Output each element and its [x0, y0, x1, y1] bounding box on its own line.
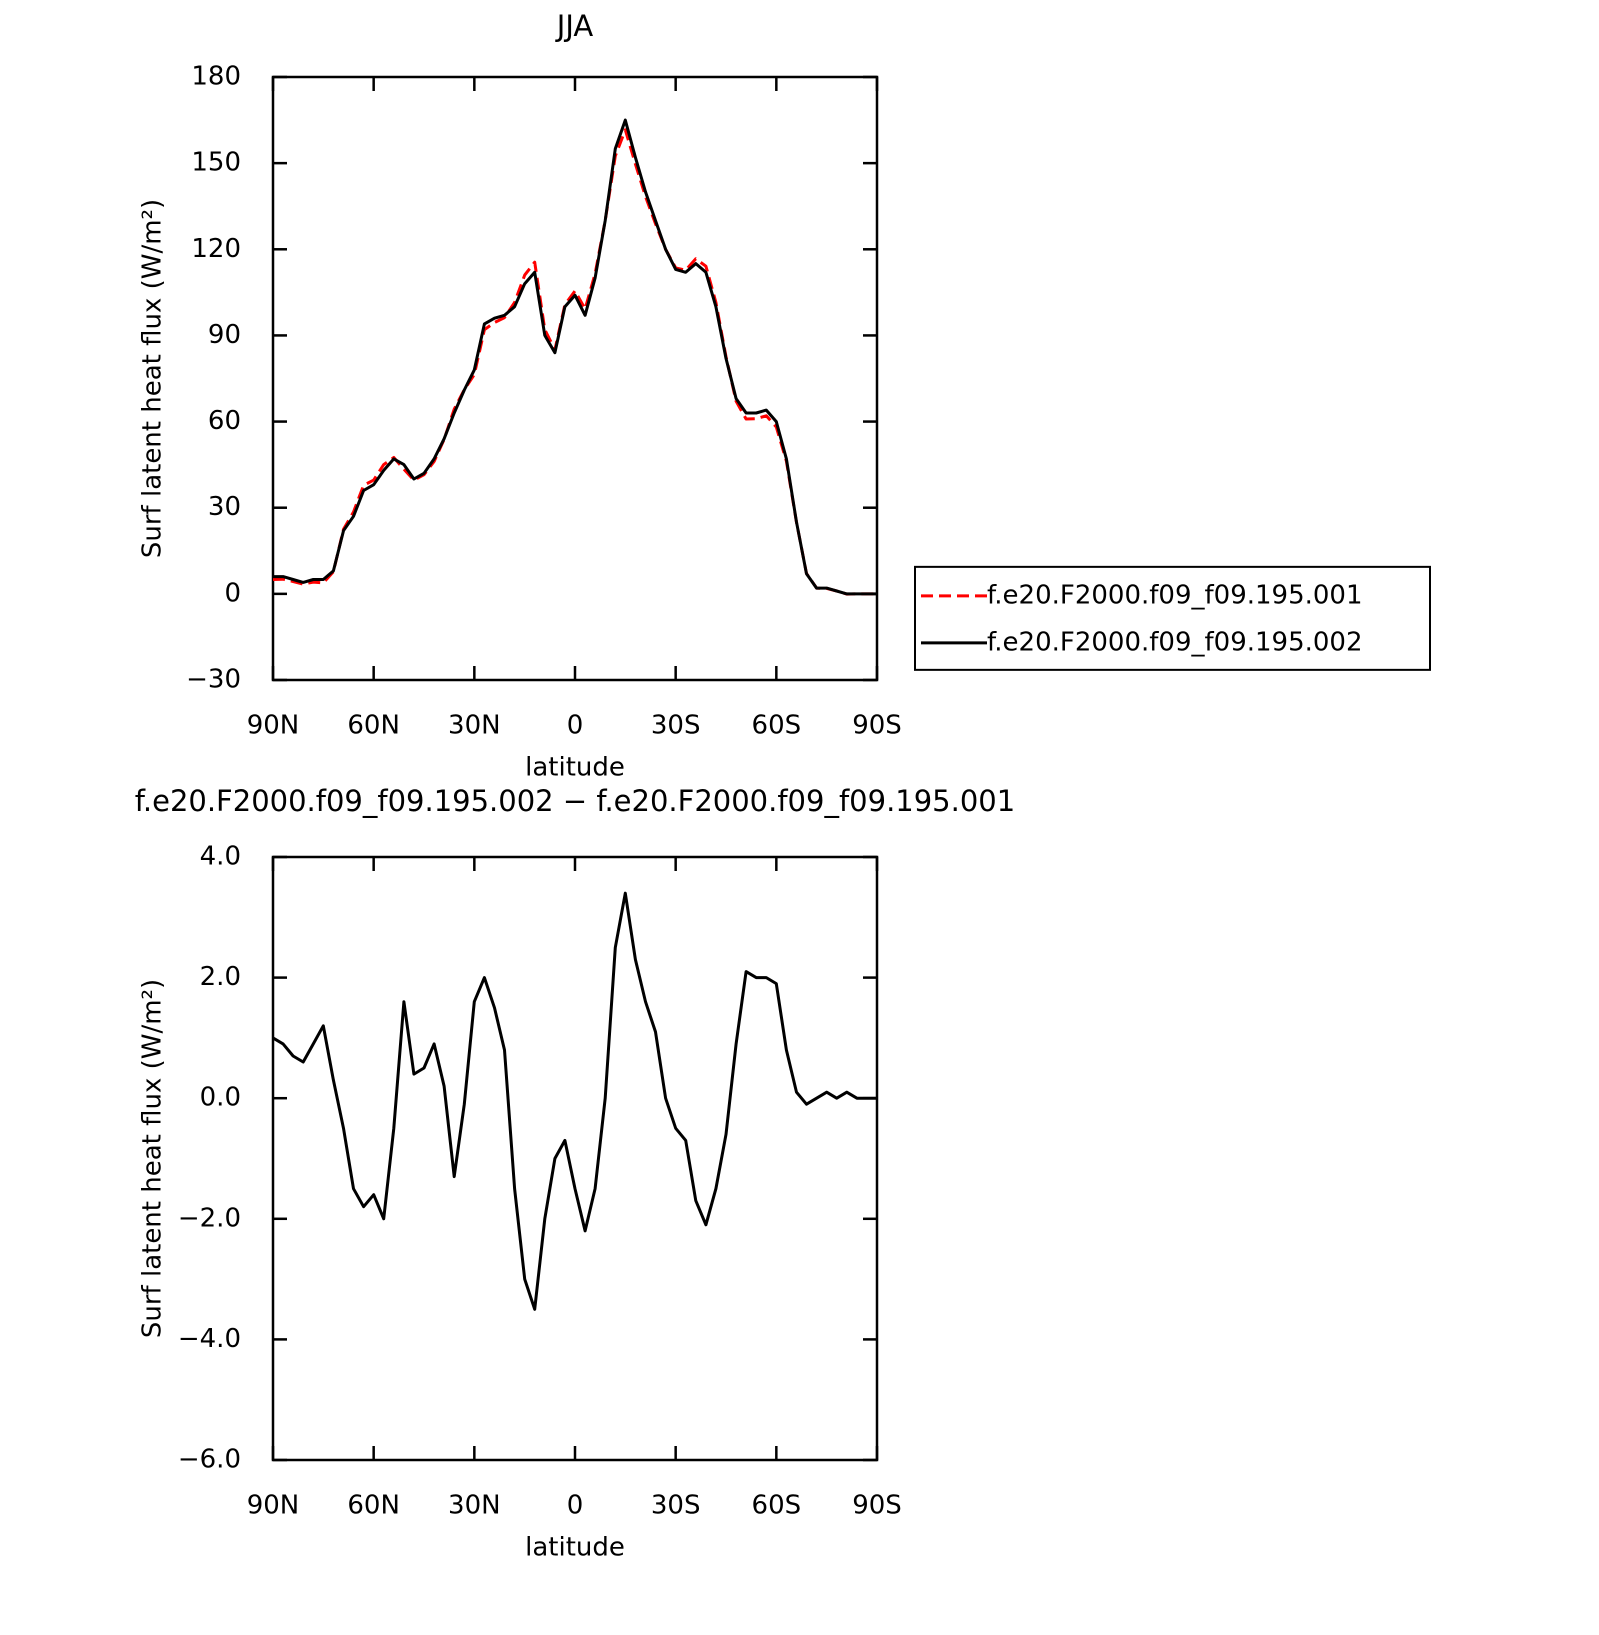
x-tick-label: 90S [852, 1491, 902, 1521]
x-tick-label: 30N [448, 711, 501, 741]
y-tick-label: −6.0 [178, 1445, 241, 1475]
y-tick-label: 2.0 [200, 962, 241, 992]
x-tick-label: 0 [567, 1491, 584, 1521]
y-tick-label: 0.0 [200, 1083, 241, 1113]
x-axis-label: latitude [525, 753, 625, 783]
y-tick-label: 0 [224, 578, 241, 608]
data-line [272, 891, 877, 1311]
y-tick-label: −2.0 [178, 1203, 241, 1233]
data-line [272, 128, 877, 596]
y-tick-label: −4.0 [178, 1324, 241, 1354]
y-axis-label: Surf latent heat flux (W/m²) [138, 979, 168, 1338]
y-tick-label: −30 [186, 665, 241, 695]
plot-frame [271, 75, 879, 682]
data-line [273, 118, 877, 596]
x-tick-label: 30S [651, 1491, 701, 1521]
y-tick-label: 180 [191, 62, 241, 92]
x-tick-label: 60S [752, 711, 802, 741]
x-axis-label: latitude [525, 1533, 625, 1563]
x-tick-label: 60S [752, 1491, 802, 1521]
legend-label: f.e20.F2000.f09_f09.195.001 [987, 580, 1363, 610]
y-tick-label: 120 [191, 234, 241, 264]
x-tick-label: 90S [852, 711, 902, 741]
x-tick-label: 90N [247, 1491, 300, 1521]
x-tick-label: 30N [448, 1491, 501, 1521]
y-axis-label: Surf latent heat flux (W/m²) [138, 199, 168, 558]
x-tick-label: 60N [347, 711, 400, 741]
chart-title: f.e20.F2000.f09_f09.195.002 − f.e20.F200… [135, 784, 1015, 818]
x-tick-label: 60N [347, 1491, 400, 1521]
x-tick-label: 0 [567, 711, 584, 741]
y-tick-label: 4.0 [200, 842, 241, 872]
legend-label: f.e20.F2000.f09_f09.195.002 [987, 627, 1363, 657]
y-tick-label: 30 [208, 492, 241, 522]
plot-frame [271, 855, 879, 1462]
y-tick-label: 60 [208, 406, 241, 436]
y-tick-label: 150 [191, 148, 241, 178]
x-tick-label: 90N [247, 711, 300, 741]
x-tick-label: 30S [651, 711, 701, 741]
chart-title: JJA [555, 9, 594, 43]
y-tick-label: 90 [208, 320, 241, 350]
legend-box [914, 565, 1431, 671]
